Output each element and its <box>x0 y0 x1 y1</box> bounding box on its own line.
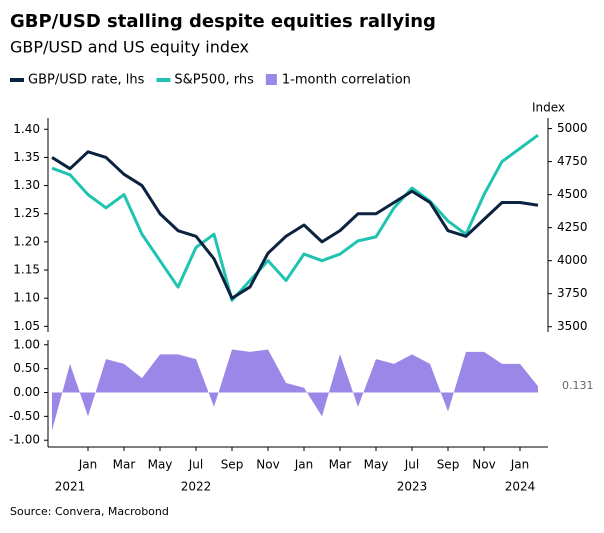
series-line <box>51 133 539 302</box>
y2-tick-label: 3500 <box>557 319 588 333</box>
legend-swatch <box>265 74 277 85</box>
x-tick-label: May <box>148 458 173 472</box>
x-tick-label: Nov <box>472 458 495 472</box>
corr-tick-label: 0.00 <box>13 385 40 399</box>
legend-label: GBP/USD rate, lhs <box>28 73 145 88</box>
year-label: 2023 <box>397 480 428 494</box>
x-tick-label: Mar <box>113 458 136 472</box>
chart-title: GBP/USD stalling despite equities rallyi… <box>10 11 436 32</box>
last-value-label: 0.131 <box>562 379 594 392</box>
corr-tick-label: -1.00 <box>9 433 40 447</box>
corr-tick-label: 0.50 <box>13 361 40 375</box>
x-tick-label: Jul <box>404 458 419 472</box>
y-tick-label: 1.20 <box>13 234 40 248</box>
y-tick-label: 1.10 <box>13 291 40 305</box>
y2-tick-label: 3750 <box>557 286 588 300</box>
x-tick-label: Mar <box>329 458 352 472</box>
y2-tick-label: 4000 <box>557 253 588 267</box>
year-label: 2024 <box>505 480 536 494</box>
y-tick-label: 1.15 <box>13 263 40 277</box>
series-line <box>51 150 539 300</box>
y-tick-label: 1.05 <box>13 319 40 333</box>
x-tick-label: Jan <box>294 458 314 472</box>
year-label: 2022 <box>181 480 212 494</box>
x-tick-label: Jan <box>510 458 530 472</box>
corr-tick-label: 1.00 <box>13 337 40 351</box>
chart-subtitle: GBP/USD and US equity index <box>10 38 249 57</box>
y-tick-label: 1.30 <box>13 178 40 192</box>
y2-tick-label: 4250 <box>557 220 588 234</box>
source: Source: Convera, Macrobond <box>10 505 169 518</box>
x-tick-label: Jul <box>188 458 203 472</box>
correlation-area <box>52 349 538 431</box>
y2-tick-label: 5000 <box>557 121 588 135</box>
legend-label: S&P500, rhs <box>174 73 254 88</box>
x-tick-label: Sep <box>221 458 244 472</box>
corr-tick-label: -0.50 <box>9 409 40 423</box>
y-tick-label: 1.25 <box>13 206 40 220</box>
legend-label: 1-month correlation <box>282 73 411 88</box>
y-tick-label: 1.40 <box>13 122 40 136</box>
x-tick-label: May <box>364 458 389 472</box>
y2-tick-label: 4500 <box>557 187 588 201</box>
y-tick-label: 1.35 <box>13 150 40 164</box>
year-label: 2021 <box>55 480 86 494</box>
y2-tick-label: 4750 <box>557 154 588 168</box>
x-tick-label: Jan <box>78 458 98 472</box>
x-tick-label: Nov <box>256 458 279 472</box>
y2-axis-label: Index <box>532 101 565 115</box>
x-tick-label: Sep <box>437 458 460 472</box>
